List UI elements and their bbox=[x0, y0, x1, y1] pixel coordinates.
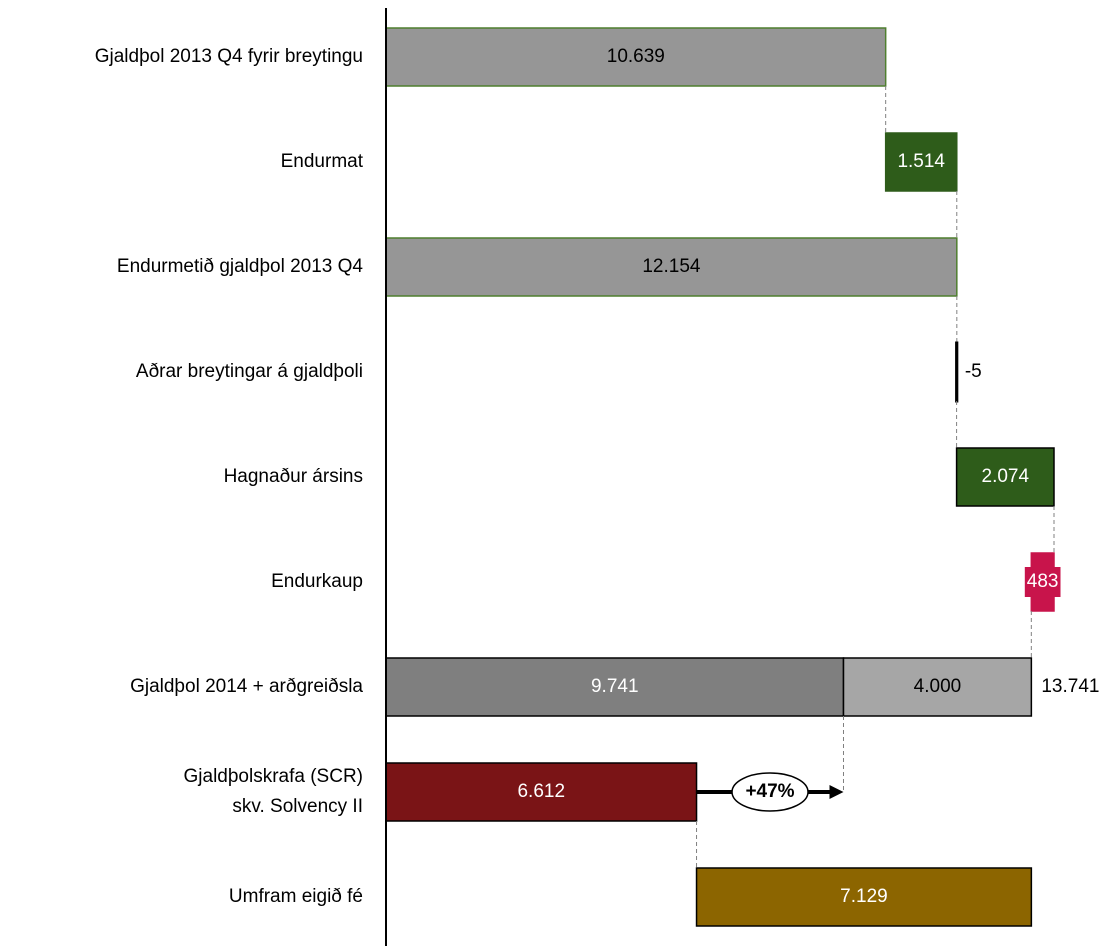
value-label: 2.074 bbox=[982, 466, 1030, 487]
bar bbox=[695, 867, 1033, 927]
value-label: 1.514 bbox=[897, 151, 945, 172]
value-label: 10.639 bbox=[607, 46, 665, 67]
category-label: Gjaldþol 2014 + arðgreiðsla bbox=[130, 676, 363, 697]
bar bbox=[385, 27, 887, 87]
value-label: -5 bbox=[965, 361, 982, 382]
value-label: 483 bbox=[1027, 571, 1059, 592]
total-label: 13.741 bbox=[1041, 676, 1099, 697]
value-label: 9.741 bbox=[591, 676, 639, 697]
bar bbox=[842, 657, 1033, 717]
bar bbox=[884, 132, 958, 192]
category-label: Endurkaup bbox=[271, 571, 363, 592]
category-label: Endurmetið gjaldþol 2013 Q4 bbox=[116, 256, 363, 277]
category-label: Gjaldþol 2013 Q4 fyrir breytingu bbox=[94, 46, 363, 67]
category-label: Umfram eigið fé bbox=[228, 886, 363, 907]
category-label: Gjaldþolskrafa (SCR) skv. Solvency II bbox=[183, 766, 364, 817]
annotation: +47% bbox=[745, 781, 794, 802]
bar bbox=[385, 237, 958, 297]
bar bbox=[955, 447, 1055, 507]
category-label: Hagnaður ársins bbox=[223, 466, 363, 487]
value-label: 12.154 bbox=[642, 256, 701, 277]
arrow-head bbox=[829, 785, 844, 799]
category-label: Aðrar breytingar á gjaldþoli bbox=[135, 361, 363, 382]
value-label: 4.000 bbox=[914, 676, 962, 697]
category-label: Endurmat bbox=[280, 151, 363, 172]
value-label: 6.612 bbox=[517, 781, 565, 802]
bar bbox=[385, 657, 845, 717]
label-box bbox=[1024, 567, 1061, 597]
annotation-box bbox=[731, 772, 809, 812]
value-label: 7.129 bbox=[840, 886, 888, 907]
